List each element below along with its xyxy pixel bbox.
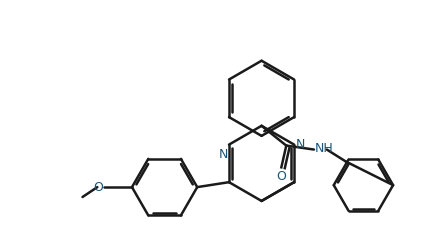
Text: N: N	[219, 148, 228, 160]
Text: O: O	[277, 170, 286, 183]
Text: NH: NH	[315, 142, 334, 155]
Text: O: O	[93, 180, 103, 194]
Text: N: N	[296, 138, 306, 151]
